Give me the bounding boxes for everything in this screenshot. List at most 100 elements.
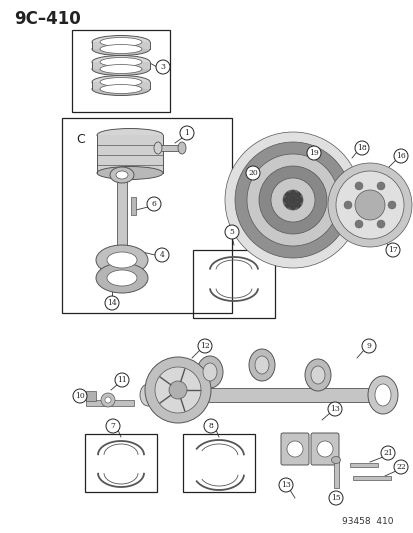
Text: 20: 20: [247, 169, 257, 177]
Bar: [147, 388, 382, 402]
Circle shape: [335, 171, 403, 239]
Text: 17: 17: [387, 246, 397, 254]
Text: 9C–410: 9C–410: [14, 10, 81, 28]
Bar: [131, 197, 136, 215]
Ellipse shape: [96, 263, 147, 293]
Ellipse shape: [92, 55, 150, 69]
Ellipse shape: [248, 349, 274, 381]
Ellipse shape: [110, 167, 134, 183]
Circle shape: [285, 192, 290, 198]
Circle shape: [295, 203, 300, 207]
Circle shape: [327, 402, 341, 416]
Bar: [158, 145, 182, 151]
Circle shape: [283, 198, 288, 203]
Circle shape: [290, 190, 295, 196]
Text: 14: 14: [107, 299, 116, 307]
Ellipse shape: [140, 384, 156, 406]
Bar: [192, 250, 274, 318]
Ellipse shape: [97, 166, 163, 180]
Circle shape: [105, 397, 111, 403]
Text: 1: 1: [184, 129, 189, 137]
Ellipse shape: [100, 64, 142, 74]
Circle shape: [145, 357, 211, 423]
Circle shape: [271, 178, 314, 222]
Text: 18: 18: [356, 144, 366, 152]
Bar: [62, 118, 231, 313]
Bar: [92, 82, 150, 89]
Bar: [86, 400, 134, 406]
Circle shape: [224, 225, 238, 239]
Ellipse shape: [96, 245, 147, 275]
Ellipse shape: [331, 456, 339, 464]
Ellipse shape: [304, 359, 330, 391]
Ellipse shape: [92, 43, 150, 55]
Circle shape: [147, 197, 161, 211]
Text: 13: 13: [280, 481, 290, 489]
Text: 13: 13: [329, 405, 339, 413]
Ellipse shape: [107, 270, 137, 286]
Text: 4: 4: [159, 251, 164, 259]
Ellipse shape: [154, 142, 161, 154]
Text: 5: 5: [229, 228, 234, 236]
Ellipse shape: [92, 62, 150, 76]
Ellipse shape: [374, 384, 390, 406]
Bar: [333, 462, 338, 488]
Circle shape: [285, 203, 290, 207]
Circle shape: [235, 142, 350, 258]
Circle shape: [105, 296, 119, 310]
Bar: [85, 434, 157, 492]
Text: 21: 21: [382, 449, 392, 457]
Ellipse shape: [367, 376, 397, 414]
Circle shape: [393, 460, 407, 474]
Circle shape: [73, 389, 87, 403]
Circle shape: [361, 339, 375, 353]
Circle shape: [393, 149, 407, 163]
Circle shape: [297, 198, 302, 203]
Ellipse shape: [100, 58, 142, 67]
Ellipse shape: [310, 366, 324, 384]
Circle shape: [288, 196, 296, 204]
Text: 8: 8: [208, 422, 213, 430]
Bar: [72, 30, 170, 112]
Bar: [92, 62, 150, 69]
Circle shape: [376, 220, 384, 228]
Ellipse shape: [100, 85, 142, 93]
Ellipse shape: [92, 76, 150, 88]
Circle shape: [286, 441, 302, 457]
Circle shape: [245, 166, 259, 180]
Ellipse shape: [92, 36, 150, 49]
Circle shape: [224, 132, 360, 268]
Circle shape: [197, 339, 211, 353]
Circle shape: [387, 201, 395, 209]
Ellipse shape: [97, 128, 163, 141]
Circle shape: [154, 248, 169, 262]
Circle shape: [328, 491, 342, 505]
Ellipse shape: [254, 356, 268, 374]
Circle shape: [354, 182, 362, 190]
Circle shape: [327, 163, 411, 247]
Circle shape: [115, 373, 129, 387]
Bar: [86, 391, 96, 401]
Circle shape: [306, 146, 320, 160]
Ellipse shape: [100, 37, 142, 46]
Circle shape: [204, 419, 218, 433]
Bar: [349, 463, 377, 467]
Ellipse shape: [100, 44, 142, 53]
Circle shape: [180, 126, 194, 140]
Text: 19: 19: [309, 149, 318, 157]
Text: 10: 10: [75, 392, 85, 400]
Bar: [117, 175, 127, 260]
Bar: [352, 476, 390, 480]
Circle shape: [156, 60, 170, 74]
Circle shape: [101, 393, 115, 407]
Text: 93458  410: 93458 410: [342, 517, 393, 526]
Circle shape: [290, 205, 295, 209]
Ellipse shape: [197, 356, 223, 388]
Circle shape: [343, 201, 351, 209]
Circle shape: [154, 367, 201, 413]
Text: 9: 9: [366, 342, 370, 350]
Circle shape: [354, 190, 384, 220]
Text: 15: 15: [330, 494, 340, 502]
Text: 12: 12: [199, 342, 209, 350]
Circle shape: [247, 154, 338, 246]
